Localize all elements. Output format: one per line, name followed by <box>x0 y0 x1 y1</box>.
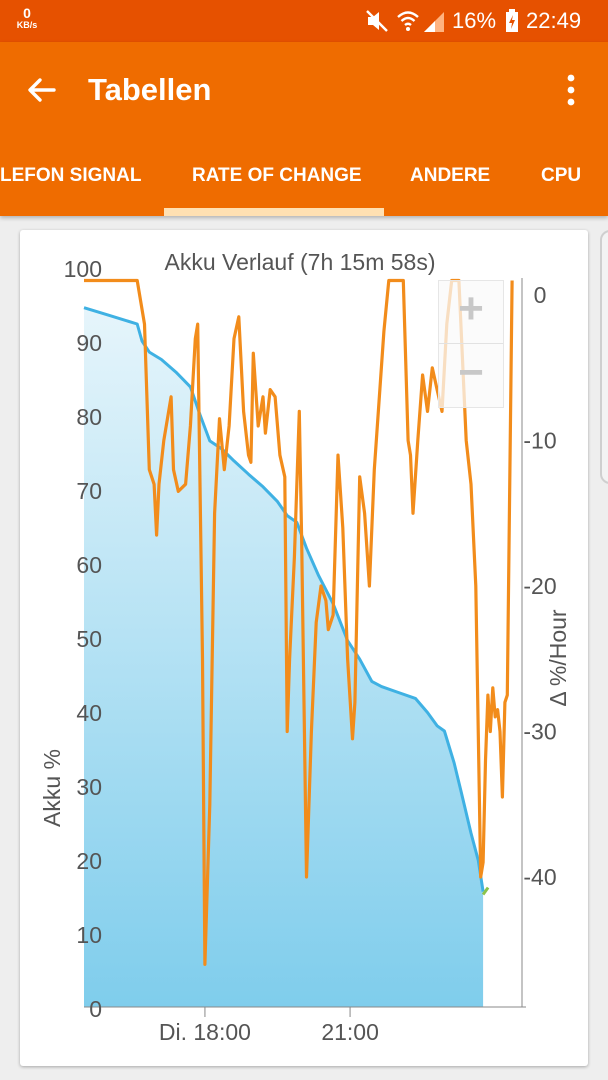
tab-cpu[interactable]: CPU <box>541 165 582 186</box>
y2-tick-label: -40 <box>523 864 556 890</box>
y2-tick-label: 0 <box>534 282 547 308</box>
y-tick-label: 60 <box>76 552 102 578</box>
tab-andere[interactable]: ANDERE <box>410 165 491 186</box>
tab-indicator <box>164 208 384 216</box>
y-tick-label: 10 <box>76 922 102 948</box>
y-tick-label: 90 <box>76 330 102 356</box>
signal-icon <box>424 12 444 32</box>
next-card-edge <box>600 230 608 484</box>
battery-area-fill <box>84 307 484 1007</box>
chart-title: Akku Verlauf (7h 15m 58s) <box>164 249 435 275</box>
zoom-out-button[interactable]: − <box>458 348 484 397</box>
rate-of-change-line <box>84 278 514 966</box>
y2-tick-label: -30 <box>523 719 556 745</box>
arrow-back-icon[interactable] <box>22 70 62 110</box>
battery-chart[interactable]: Akku Verlauf (7h 15m 58s) Akku % Δ %/Hou… <box>20 230 588 1066</box>
network-speed: 0 KB/s <box>14 6 40 30</box>
zoom-divider <box>439 343 503 344</box>
y-axis-label: Akku % <box>39 749 65 827</box>
y-tick-label: 100 <box>64 256 102 282</box>
tab-rate-of-change[interactable]: RATE OF CHANGE <box>192 165 362 186</box>
clock: 22:49 <box>526 8 582 33</box>
y2-axis-label: Δ %/Hour <box>545 609 571 707</box>
page-title: Tabellen <box>88 72 212 107</box>
zoom-controls: + − <box>438 280 504 408</box>
status-bar: 0 KB/s 16% 22:49 <box>0 0 608 42</box>
y-tick-label: 80 <box>76 404 102 430</box>
y2-tick-label: -10 <box>523 428 556 454</box>
chart-card: Akku Verlauf (7h 15m 58s) Akku % Δ %/Hou… <box>20 230 588 1066</box>
network-speed-value: 0 <box>23 5 31 21</box>
battery-charging-icon <box>506 9 518 32</box>
y-tick-label: 30 <box>76 774 102 800</box>
mute-icon <box>366 10 388 32</box>
battery-end-marker <box>481 886 490 896</box>
y-tick-label: 40 <box>76 700 102 726</box>
app-toolbar: Tabellen LEFON SIGNAL RATE OF CHANGE AND… <box>0 42 608 216</box>
x-tick-label: Di. 18:00 <box>159 1019 251 1045</box>
y2-tick-label: -20 <box>523 573 556 599</box>
more-vert-icon[interactable] <box>556 70 586 110</box>
x-tick-label: 21:00 <box>321 1019 379 1045</box>
y-tick-label: 50 <box>76 626 102 652</box>
network-speed-unit: KB/s <box>16 20 38 30</box>
y-tick-label: 0 <box>89 996 102 1022</box>
wifi-icon <box>397 11 419 31</box>
battery-percent: 16% <box>452 8 497 33</box>
tab-telefon-signal[interactable]: LEFON SIGNAL <box>0 165 142 186</box>
y-tick-label: 20 <box>76 848 102 874</box>
y-tick-label: 70 <box>76 478 102 504</box>
zoom-in-button[interactable]: + <box>458 284 484 333</box>
